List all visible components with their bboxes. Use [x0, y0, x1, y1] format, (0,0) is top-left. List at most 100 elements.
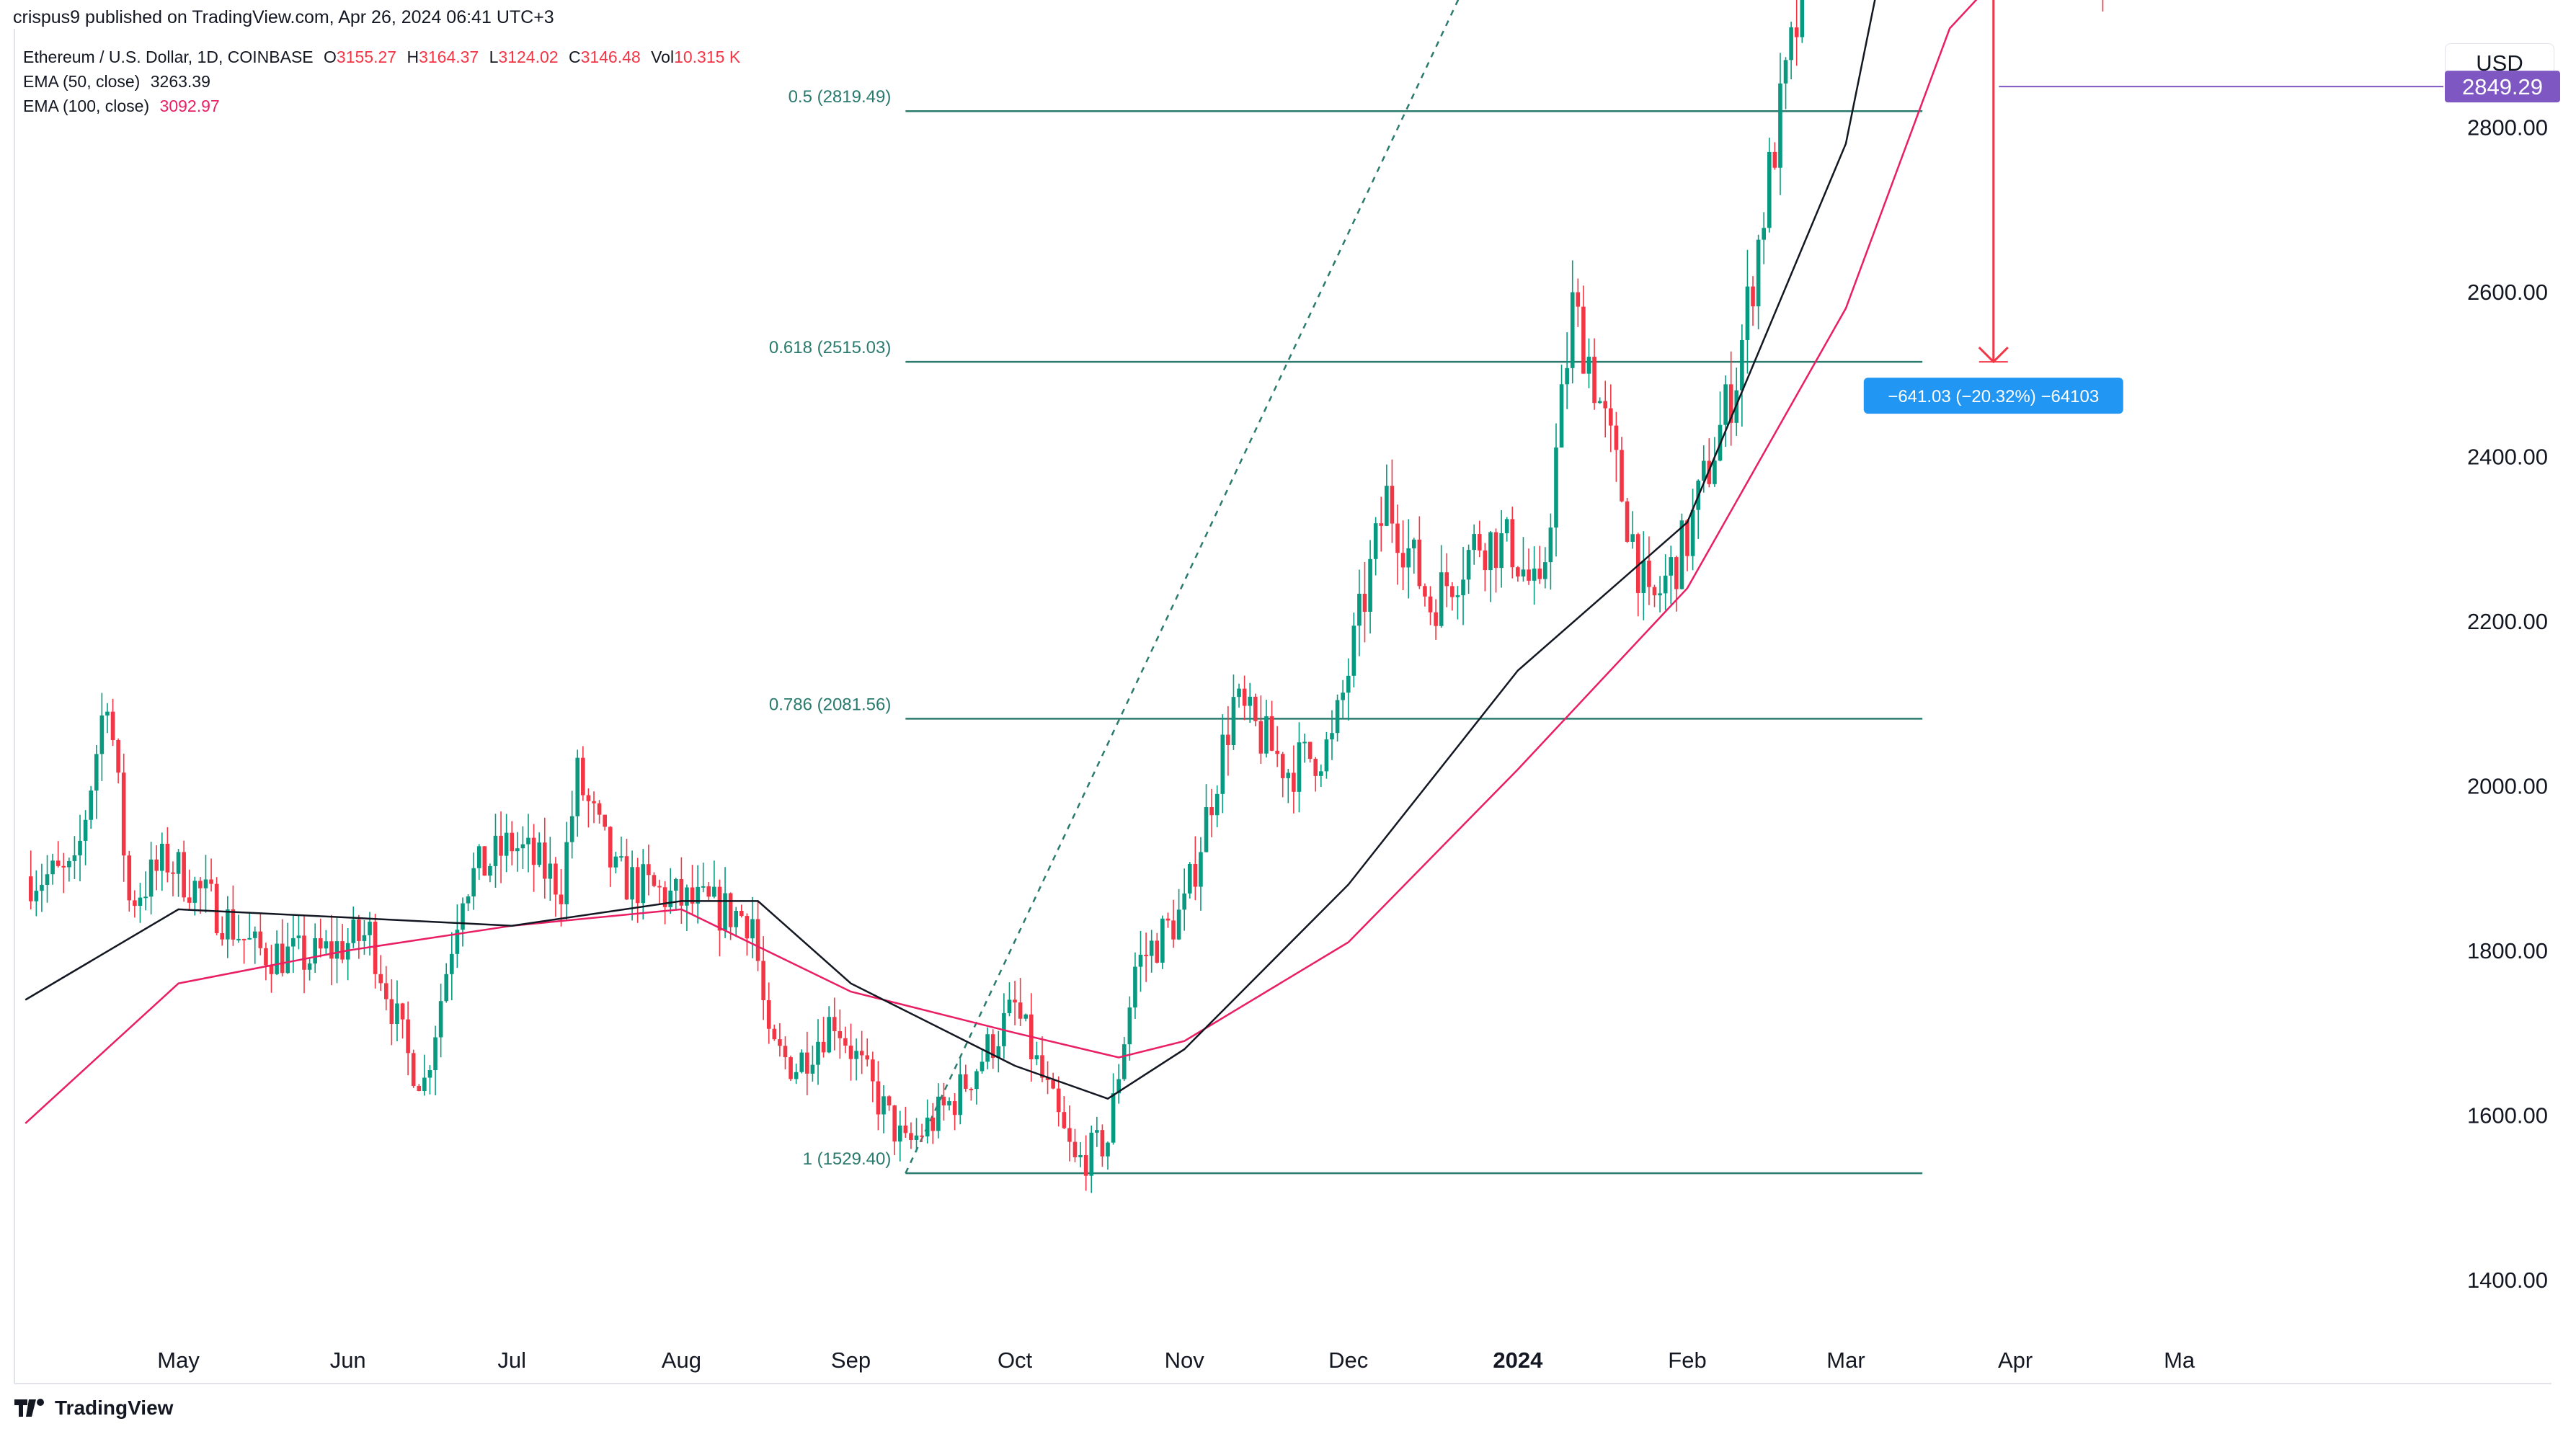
candle-body — [1258, 721, 1263, 754]
symbol-legend: Ethereum / U.S. Dollar, 1D, COINBASE O31… — [23, 48, 740, 67]
candle-body — [1199, 852, 1203, 887]
candle-body — [1762, 228, 1766, 240]
candle-body — [1155, 940, 1160, 963]
candle-body — [1576, 292, 1581, 307]
candle-body — [925, 1117, 930, 1137]
candle-body — [302, 935, 306, 970]
candle-body — [192, 881, 197, 903]
candle-body — [821, 1041, 826, 1053]
candle-body — [427, 1070, 432, 1078]
candle-body — [1111, 1093, 1116, 1143]
candle-body — [133, 900, 137, 907]
candle-body — [1248, 696, 1253, 706]
candle-body — [389, 999, 394, 1025]
candle-body — [110, 711, 115, 741]
fib-level-label: 0.5 (2819.49) — [789, 87, 892, 107]
candle-body — [1106, 1142, 1110, 1157]
legend-open: O3155.27 — [324, 48, 397, 66]
candle-body — [1504, 519, 1509, 534]
candle-body — [67, 860, 71, 868]
candle-body — [969, 1088, 974, 1090]
candle-body — [1176, 909, 1181, 940]
candle-body — [1614, 425, 1619, 450]
candle-body — [1472, 534, 1476, 551]
candle-body — [220, 932, 225, 940]
candle-body — [1390, 486, 1395, 524]
candle-body — [127, 855, 132, 901]
candle-body — [1253, 696, 1258, 721]
candle-body — [471, 868, 476, 896]
candle-body — [592, 801, 596, 803]
candle-body — [1045, 1077, 1050, 1080]
candle-body — [433, 1037, 438, 1071]
price-label-text: 2849.29 — [2462, 74, 2543, 99]
candle-body — [1559, 384, 1564, 448]
x-tick-label: Jun — [330, 1348, 366, 1373]
candle-body — [1428, 596, 1433, 613]
candle-body — [630, 867, 634, 900]
candle-body — [1264, 716, 1269, 754]
candle-body — [247, 938, 252, 940]
candle-body — [586, 795, 591, 801]
candle-body — [1362, 593, 1367, 613]
candle-body — [881, 1096, 886, 1115]
candle-body — [1018, 1002, 1023, 1019]
candle-body — [1455, 595, 1460, 597]
candle-body — [569, 816, 574, 842]
candle-body — [789, 1057, 793, 1079]
candle-body — [1056, 1088, 1061, 1113]
candle-body — [941, 1096, 946, 1105]
candle-body — [1635, 534, 1640, 593]
candle-body — [1149, 940, 1154, 956]
candle-body — [1319, 771, 1323, 776]
candle-body — [1160, 918, 1165, 963]
candle-body — [1242, 688, 1247, 706]
candle-body — [985, 1034, 990, 1062]
tradingview-logo[interactable]: TradingView — [14, 1397, 173, 1420]
candle-body — [329, 941, 334, 959]
candle-body — [657, 886, 662, 888]
candle-body — [1138, 954, 1143, 967]
candle-body — [1411, 539, 1416, 548]
candle-body — [1280, 754, 1285, 778]
legend-volume: Vol10.315 K — [651, 48, 741, 66]
x-tick-label: Feb — [1668, 1348, 1706, 1373]
candle-body — [148, 859, 154, 897]
candle-body — [859, 1051, 864, 1056]
candle-body — [368, 922, 372, 935]
candle-body — [712, 886, 716, 897]
candle-body — [827, 1017, 831, 1053]
candle-body — [50, 860, 55, 875]
candle-body — [903, 1125, 908, 1134]
ema100-value: 3092.97 — [159, 97, 220, 115]
candle-body — [690, 887, 695, 904]
candle-body — [947, 1101, 951, 1105]
candle-body — [909, 1133, 913, 1141]
candle-body — [1439, 572, 1444, 626]
candle-body — [1499, 533, 1504, 569]
candle-body — [55, 860, 61, 866]
candle-body — [897, 1125, 902, 1142]
candle-body — [1341, 692, 1345, 700]
candle-body — [1800, 0, 1805, 37]
candle-body — [673, 878, 678, 891]
candle-body — [138, 897, 143, 907]
x-tick-label: Ma — [2164, 1348, 2195, 1373]
candle-body — [597, 803, 602, 815]
candle-body — [745, 916, 750, 939]
candle-body — [78, 840, 82, 855]
candle-body — [455, 930, 460, 954]
candle-body — [1461, 579, 1465, 596]
candle-body — [1400, 553, 1405, 568]
candle-body — [761, 961, 765, 1000]
candle-body — [1707, 460, 1712, 484]
candle-body — [843, 1038, 848, 1046]
candle-body — [307, 963, 312, 970]
candle-body — [1307, 742, 1313, 760]
measure-label-text: −641.03 (−20.32%) −64103 — [1888, 387, 2099, 406]
candle-body — [958, 1074, 963, 1115]
candle-body — [647, 864, 651, 876]
candle-body — [832, 1017, 837, 1031]
candle-body — [280, 943, 285, 974]
